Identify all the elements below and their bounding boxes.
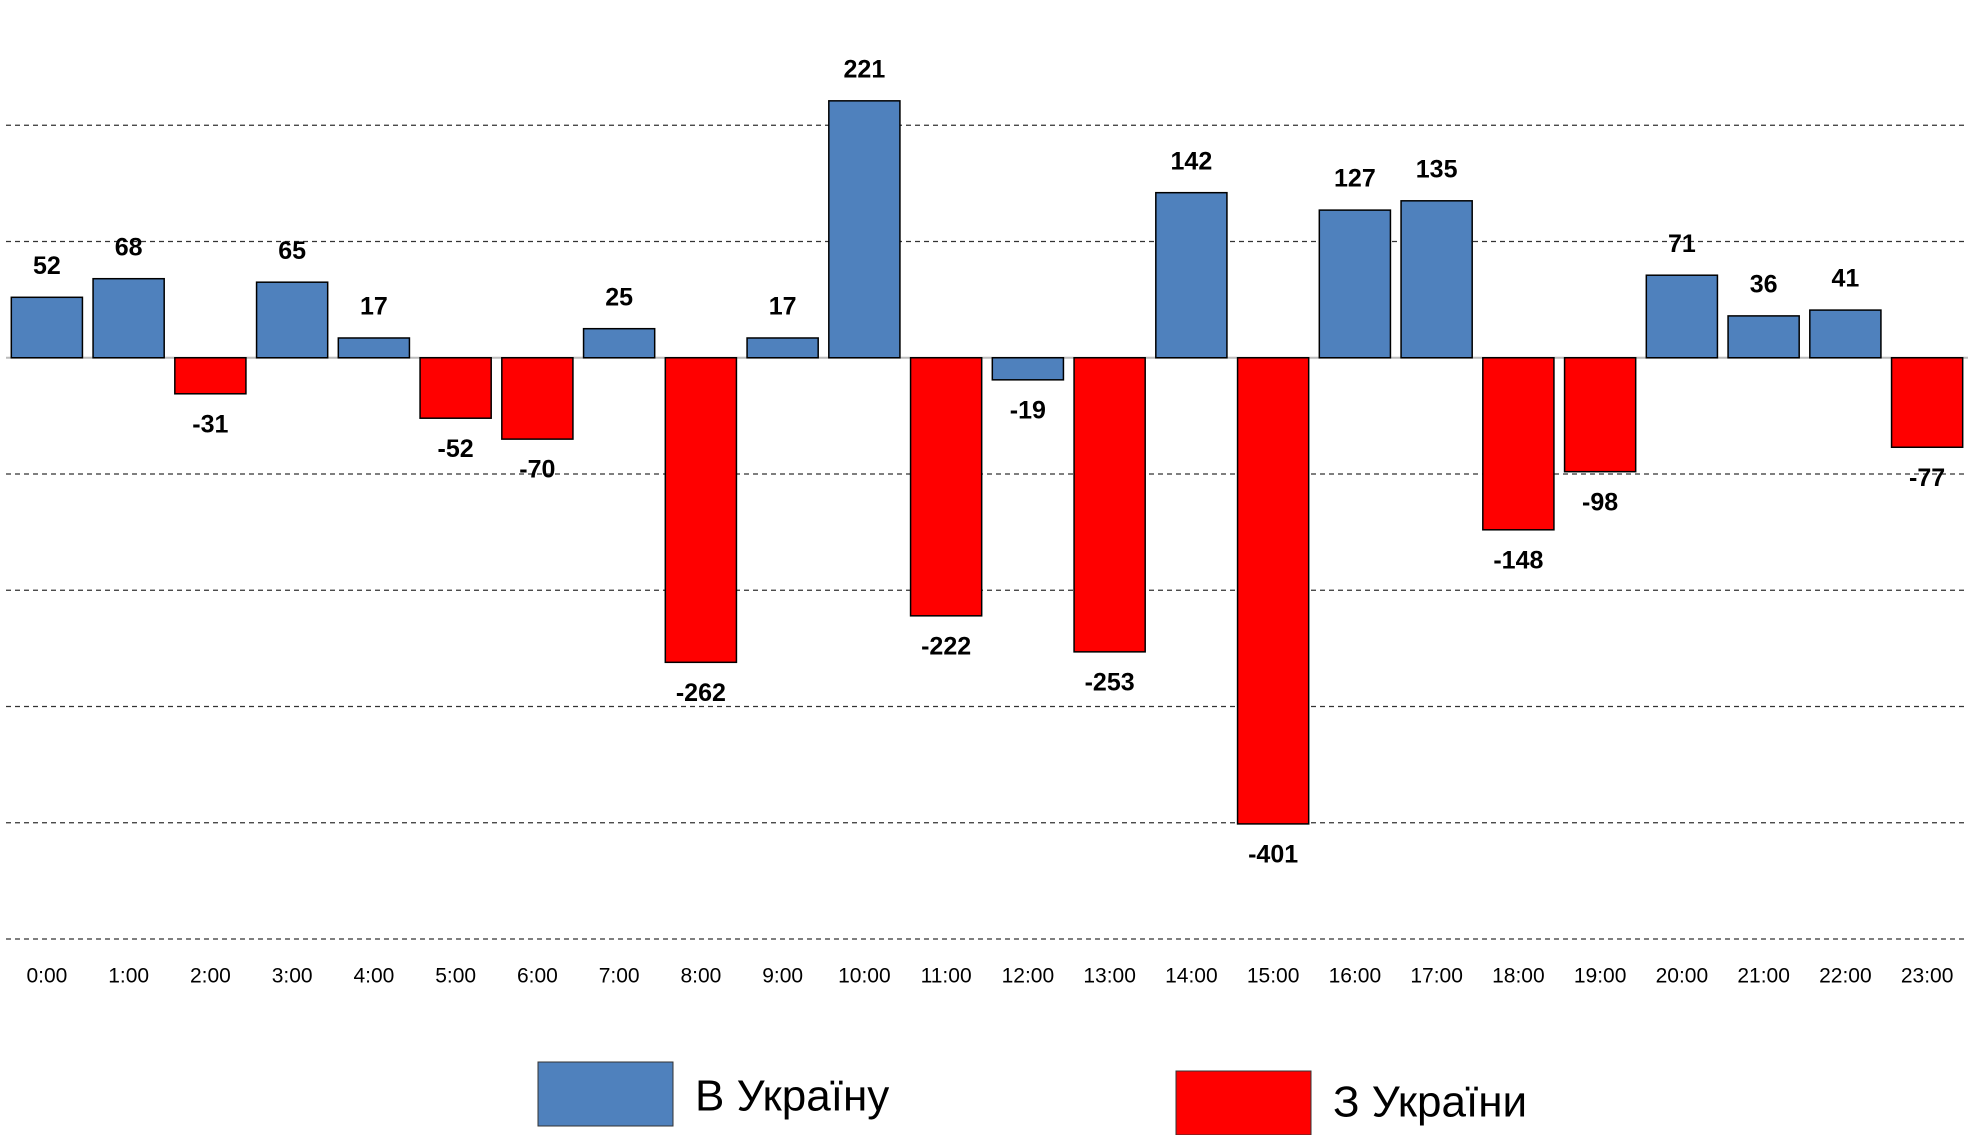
x-tick-label: 7:00 bbox=[599, 965, 640, 988]
data-label: -148 bbox=[1493, 546, 1543, 574]
x-tick-label: 6:00 bbox=[517, 965, 558, 988]
bar bbox=[1236, 357, 1310, 825]
data-label: -98 bbox=[1582, 488, 1618, 516]
data-label: 135 bbox=[1416, 155, 1458, 183]
bar bbox=[1073, 357, 1146, 653]
bar bbox=[746, 337, 819, 359]
bar bbox=[1482, 357, 1555, 531]
data-label: -262 bbox=[676, 679, 726, 707]
bar bbox=[1727, 315, 1800, 359]
bar bbox=[174, 357, 247, 395]
data-label: 25 bbox=[605, 283, 633, 311]
data-label: 36 bbox=[1750, 271, 1778, 299]
x-tick-label: 14:00 bbox=[1165, 965, 1218, 988]
bar bbox=[255, 281, 329, 359]
bar bbox=[10, 296, 84, 359]
data-label: 221 bbox=[844, 55, 886, 83]
data-label: -253 bbox=[1085, 668, 1135, 696]
bar bbox=[501, 357, 574, 440]
data-label: 142 bbox=[1171, 147, 1213, 175]
data-label: 71 bbox=[1668, 230, 1696, 258]
data-label: -19 bbox=[1010, 396, 1046, 424]
x-tick-label: 16:00 bbox=[1329, 965, 1382, 988]
x-tick-label: 8:00 bbox=[680, 965, 721, 988]
x-tick-label: 12:00 bbox=[1002, 965, 1055, 988]
data-label: -401 bbox=[1248, 841, 1298, 869]
legend-swatch bbox=[1175, 1070, 1312, 1135]
data-label: 68 bbox=[115, 233, 143, 261]
bar bbox=[337, 337, 411, 359]
x-tick-label: 11:00 bbox=[921, 965, 972, 988]
bar bbox=[419, 357, 492, 419]
x-tick-label: 20:00 bbox=[1656, 965, 1709, 988]
data-label: 17 bbox=[360, 293, 388, 321]
bar bbox=[1400, 200, 1473, 359]
x-tick-label: 9:00 bbox=[762, 965, 803, 988]
bar bbox=[1809, 309, 1882, 359]
bar bbox=[92, 277, 165, 359]
bar bbox=[828, 100, 901, 359]
bar bbox=[664, 357, 738, 664]
data-label: -31 bbox=[192, 410, 228, 438]
x-tick-label: 5:00 bbox=[435, 965, 476, 988]
bar bbox=[991, 357, 1065, 381]
x-tick-label: 13:00 bbox=[1083, 965, 1136, 988]
data-label: 17 bbox=[769, 293, 797, 321]
bar bbox=[1890, 357, 1964, 449]
data-label: -222 bbox=[921, 632, 971, 660]
bar bbox=[909, 357, 983, 617]
data-label: -52 bbox=[438, 435, 474, 463]
bar bbox=[1155, 191, 1228, 359]
bar bbox=[1318, 209, 1392, 359]
data-label: -70 bbox=[519, 456, 555, 484]
x-tick-label: 10:00 bbox=[838, 965, 891, 988]
data-label: 127 bbox=[1334, 165, 1376, 193]
x-tick-label: 23:00 bbox=[1901, 965, 1954, 988]
legend-label: В Україну bbox=[695, 1072, 889, 1121]
bar bbox=[582, 327, 656, 359]
data-label: 41 bbox=[1831, 265, 1859, 293]
x-tick-label: 15:00 bbox=[1247, 965, 1300, 988]
data-label: 65 bbox=[278, 237, 306, 265]
data-label: 52 bbox=[33, 252, 61, 280]
x-tick-label: 22:00 bbox=[1819, 965, 1872, 988]
x-tick-label: 4:00 bbox=[353, 965, 394, 988]
x-tick-label: 18:00 bbox=[1492, 965, 1545, 988]
x-tick-label: 3:00 bbox=[272, 965, 313, 988]
x-tick-label: 0:00 bbox=[26, 965, 67, 988]
legend-label: З України bbox=[1333, 1078, 1527, 1127]
bar bbox=[1645, 274, 1719, 359]
x-tick-label: 1:00 bbox=[108, 965, 149, 988]
data-label: -77 bbox=[1909, 464, 1945, 492]
x-tick-label: 2:00 bbox=[190, 965, 231, 988]
x-tick-label: 17:00 bbox=[1410, 965, 1463, 988]
x-tick-label: 19:00 bbox=[1574, 965, 1627, 988]
bar bbox=[1563, 357, 1637, 473]
legend-swatch bbox=[537, 1061, 674, 1127]
x-tick-label: 21:00 bbox=[1737, 965, 1790, 988]
